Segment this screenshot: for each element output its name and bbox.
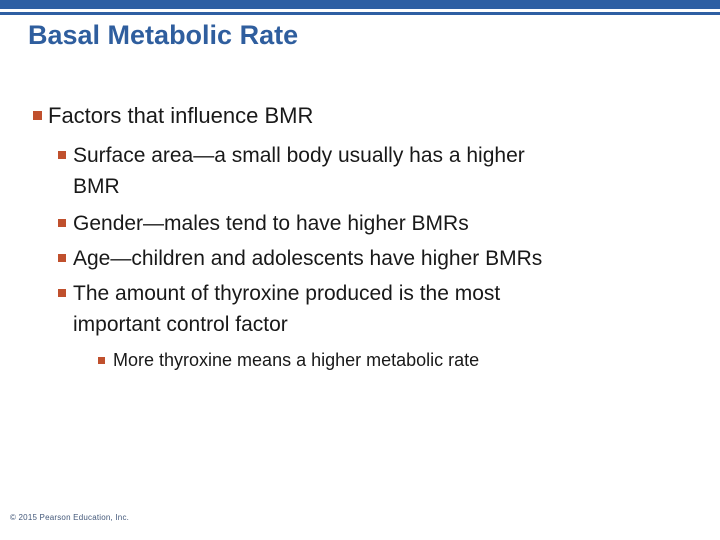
top-accent-bar bbox=[0, 0, 720, 9]
bullet-line: The amount of thyroxine produced is the … bbox=[73, 282, 501, 305]
square-bullet-icon bbox=[58, 151, 66, 159]
bullet-item-factors: Factors that influence BMR bbox=[33, 100, 710, 132]
top-accent-line bbox=[0, 12, 720, 15]
bullet-line: BMR bbox=[73, 175, 120, 198]
bullet-item-more-thyroxine: More thyroxine means a higher metabolic … bbox=[98, 347, 710, 374]
bullet-item-thyroxine: The amount of thyroxine produced is the … bbox=[58, 278, 710, 340]
bullet-line: More thyroxine means a higher metabolic … bbox=[113, 350, 480, 370]
square-bullet-icon bbox=[58, 289, 66, 297]
bullet-line: important control factor bbox=[73, 313, 288, 336]
copyright-footer: © 2015 Pearson Education, Inc. bbox=[10, 513, 130, 522]
bullet-item-gender: Gender—males tend to have higher BMRs bbox=[58, 208, 710, 239]
bullet-text: Surface area—a small body usually has a … bbox=[58, 140, 710, 202]
bullet-text: The amount of thyroxine produced is the … bbox=[58, 278, 710, 340]
slide-title: Basal Metabolic Rate bbox=[28, 20, 299, 50]
square-bullet-icon bbox=[33, 111, 42, 120]
square-bullet-icon bbox=[58, 219, 66, 227]
bullet-item-age: Age—children and adolescents have higher… bbox=[58, 243, 710, 274]
bullet-line: Surface area—a small body usually has a … bbox=[73, 144, 525, 167]
bullet-item-surface-area: Surface area—a small body usually has a … bbox=[58, 140, 710, 202]
square-bullet-icon bbox=[98, 357, 105, 364]
bullet-text: More thyroxine means a higher metabolic … bbox=[98, 347, 710, 374]
bullet-list: Factors that influence BMR Surface area—… bbox=[0, 100, 710, 374]
square-bullet-icon bbox=[58, 254, 66, 262]
bullet-text: Factors that influence BMR bbox=[33, 100, 710, 132]
bullet-text: Gender—males tend to have higher BMRs bbox=[58, 208, 710, 239]
bullet-text: Age—children and adolescents have higher… bbox=[58, 243, 710, 274]
bullet-line: Factors that influence BMR bbox=[48, 103, 314, 128]
bullet-line: Gender—males tend to have higher BMRs bbox=[73, 212, 469, 235]
bullet-line: Age—children and adolescents have higher… bbox=[73, 247, 543, 270]
